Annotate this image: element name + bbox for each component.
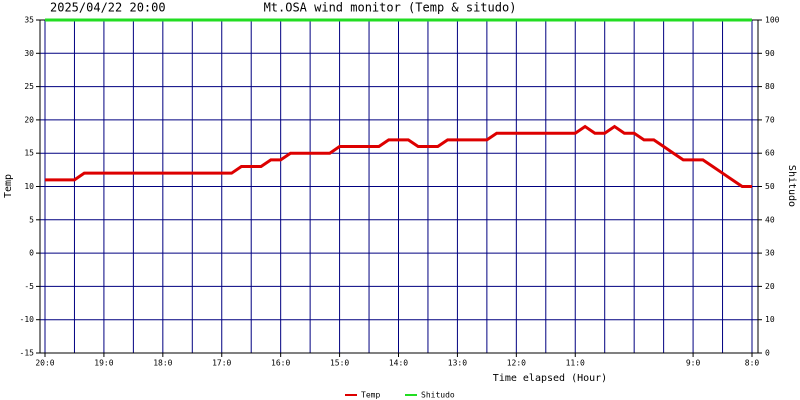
x-axis-label: Time elapsed (Hour) (493, 373, 607, 384)
x-tick-label: 16:0 (271, 359, 290, 368)
y-axis-label: Temp (3, 174, 14, 198)
x-tick-label: 20:0 (35, 359, 54, 368)
y2-tick-label: 100 (765, 16, 780, 25)
y2-tick-label: 10 (765, 315, 775, 324)
y-tick-label: -15 (20, 349, 35, 358)
x-tick-label: 8:0 (745, 359, 760, 368)
y-tick-label: -10 (20, 315, 35, 324)
y2-tick-label: 90 (765, 49, 775, 58)
y-tick-label: 0 (29, 249, 34, 258)
y2-tick-label: 50 (765, 182, 775, 191)
chart-title: Mt.OSA wind monitor (Temp & situdo) (264, 1, 517, 15)
y2-tick-label: 80 (765, 82, 775, 91)
legend-label: Shitudo (421, 391, 455, 400)
x-tick-label: 18:0 (153, 359, 172, 368)
y-tick-label: 25 (24, 82, 34, 91)
y2-tick-label: 40 (765, 215, 775, 224)
y-tick-label: 10 (24, 182, 34, 191)
x-tick-label: 11:0 (566, 359, 585, 368)
x-tick-label: 19:0 (94, 359, 113, 368)
y2-tick-label: 60 (765, 149, 775, 158)
x-tick-label: 13:0 (448, 359, 467, 368)
y-tick-label: 20 (24, 115, 34, 124)
x-tick-label: 17:0 (212, 359, 231, 368)
y2-tick-label: 30 (765, 249, 775, 258)
legend-label: Temp (361, 391, 380, 400)
y-tick-label: 15 (24, 149, 34, 158)
x-tick-label: 12:0 (507, 359, 526, 368)
y2-axis-label: Shitudo (786, 165, 797, 207)
x-tick-label: 15:0 (330, 359, 349, 368)
series-line (45, 124, 752, 188)
x-tick-label: 14:0 (389, 359, 408, 368)
y-tick-label: -5 (24, 282, 34, 291)
y2-tick-label: 20 (765, 282, 775, 291)
y2-tick-label: 70 (765, 115, 775, 124)
y-tick-label: 5 (29, 215, 34, 224)
y2-tick-label: 0 (765, 349, 770, 358)
y-tick-label: 30 (24, 49, 34, 58)
y-tick-label: 35 (24, 16, 34, 25)
chart-subtitle: 2025/04/22 20:00 (50, 1, 166, 15)
x-tick-label: 9:0 (686, 359, 701, 368)
